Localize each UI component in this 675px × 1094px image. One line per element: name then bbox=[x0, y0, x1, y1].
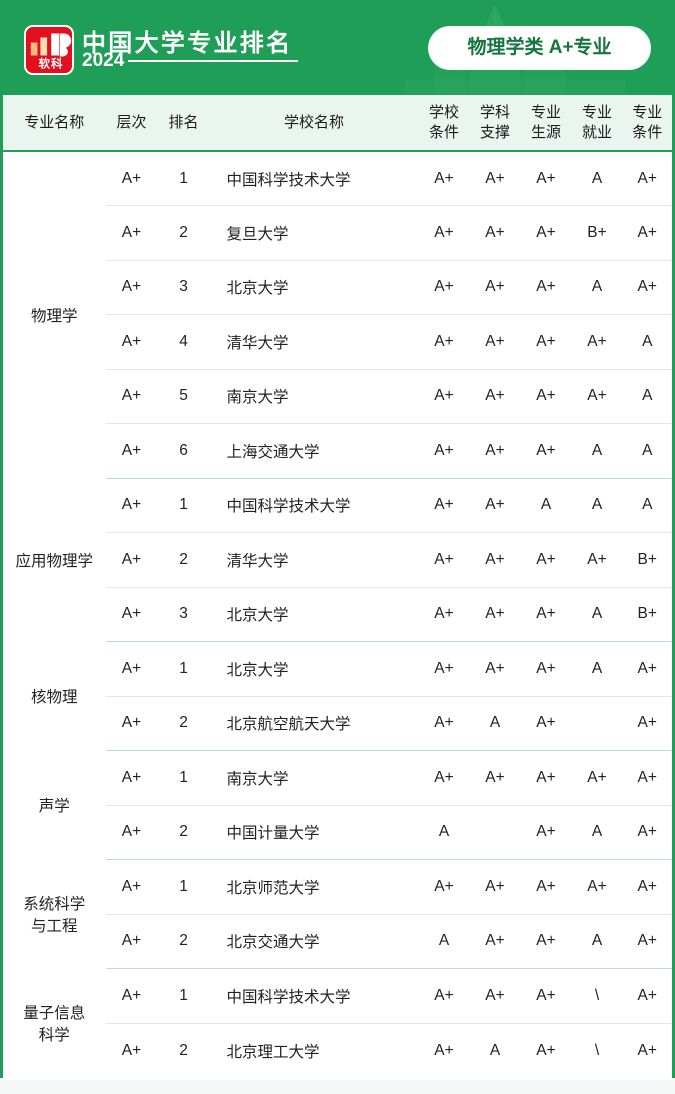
svg-text:软科: 软科 bbox=[39, 57, 64, 71]
